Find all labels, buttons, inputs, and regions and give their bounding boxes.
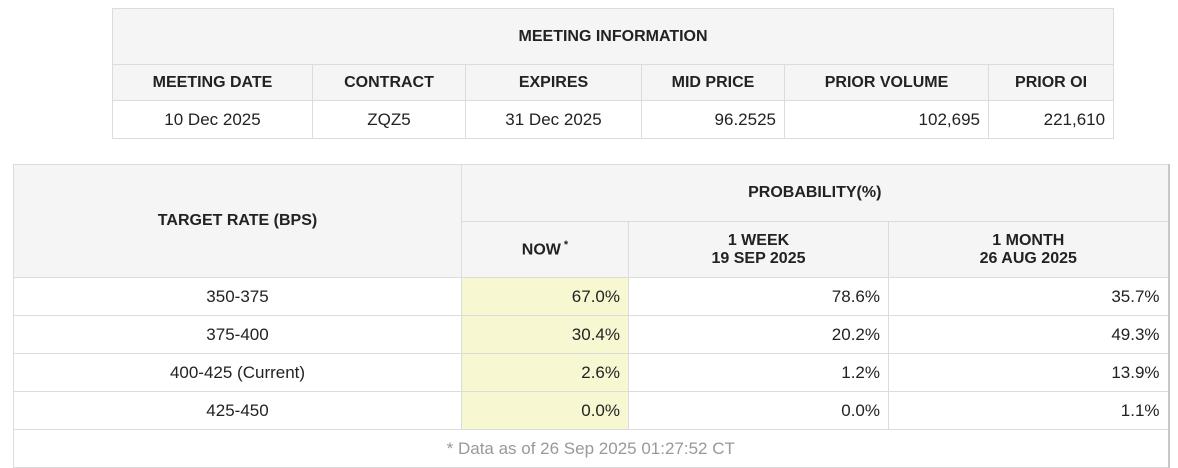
target-rate: 375-400 [13, 315, 462, 354]
probability-cell: 20.2% [628, 315, 889, 354]
cell: ZQZ5 [312, 100, 466, 139]
column-header: MID PRICE [641, 64, 785, 101]
footnote: * Data as of 26 Sep 2025 01:27:52 CT [12, 429, 1170, 468]
column-header: PRIOR VOLUME [784, 64, 989, 101]
column-header: EXPIRES [465, 64, 642, 101]
table-row: 400-425 (Current) 2.6% 1.2% 13.9% [13, 353, 1170, 392]
cell: 102,695 [784, 100, 989, 139]
probability-cell: 1.2% [628, 353, 889, 392]
probability-cell: 0.0% [628, 391, 889, 430]
target-rate: 425-450 [13, 391, 462, 430]
cell: 10 Dec 2025 [112, 100, 313, 139]
probability-cell: 13.9% [887, 353, 1170, 392]
column-header: PRIOR OI [987, 64, 1115, 101]
probability-cell: 1.1% [887, 391, 1170, 430]
meeting-table: MEETING INFORMATION MEETING DATE CONTRACT… [111, 8, 1115, 139]
probability-cell: 35.7% [887, 277, 1170, 316]
probability-cell: 0.0% [461, 391, 629, 430]
probability-cell: 49.3% [887, 315, 1170, 354]
probability-cell: 67.0% [461, 277, 629, 316]
table-row: 425-450 0.0% 0.0% 1.1% [13, 391, 1170, 430]
column-date: 19 SEP 2025 [711, 249, 806, 267]
column-header: 1 WEEK 19 SEP 2025 [628, 221, 889, 278]
probability-header: PROBABILITY(%) [460, 164, 1170, 222]
probability-cell: 30.4% [461, 315, 629, 354]
target-rate-header: TARGET RATE (BPS) [13, 164, 462, 278]
column-label: 1 MONTH [992, 231, 1065, 249]
probability-table: TARGET RATE (BPS) PROBABILITY(%) NOW * 1 … [12, 164, 1170, 468]
column-header: MEETING DATE [112, 64, 313, 101]
cell: 96.2525 [641, 100, 785, 139]
column-note: * [563, 239, 569, 252]
table-title: MEETING INFORMATION [111, 8, 1115, 65]
column-date: 26 AUG 2025 [979, 249, 1077, 267]
probability-cell: 78.6% [628, 277, 889, 316]
column-label: NOW [521, 241, 561, 259]
cell: 221,610 [987, 100, 1115, 139]
column-label: 1 WEEK [727, 231, 790, 249]
column-header: NOW * [461, 221, 629, 278]
table-row: 350-375 67.0% 78.6% 35.7% [13, 277, 1170, 316]
column-header: 1 MONTH 26 AUG 2025 [887, 221, 1170, 278]
probability-cell: 2.6% [461, 353, 629, 392]
table-row: 375-400 30.4% 20.2% 49.3% [13, 315, 1170, 354]
column-header: CONTRACT [312, 64, 466, 101]
cell: 31 Dec 2025 [465, 100, 642, 139]
target-rate: 400-425 (Current) [13, 353, 462, 392]
target-rate: 350-375 [13, 277, 462, 316]
